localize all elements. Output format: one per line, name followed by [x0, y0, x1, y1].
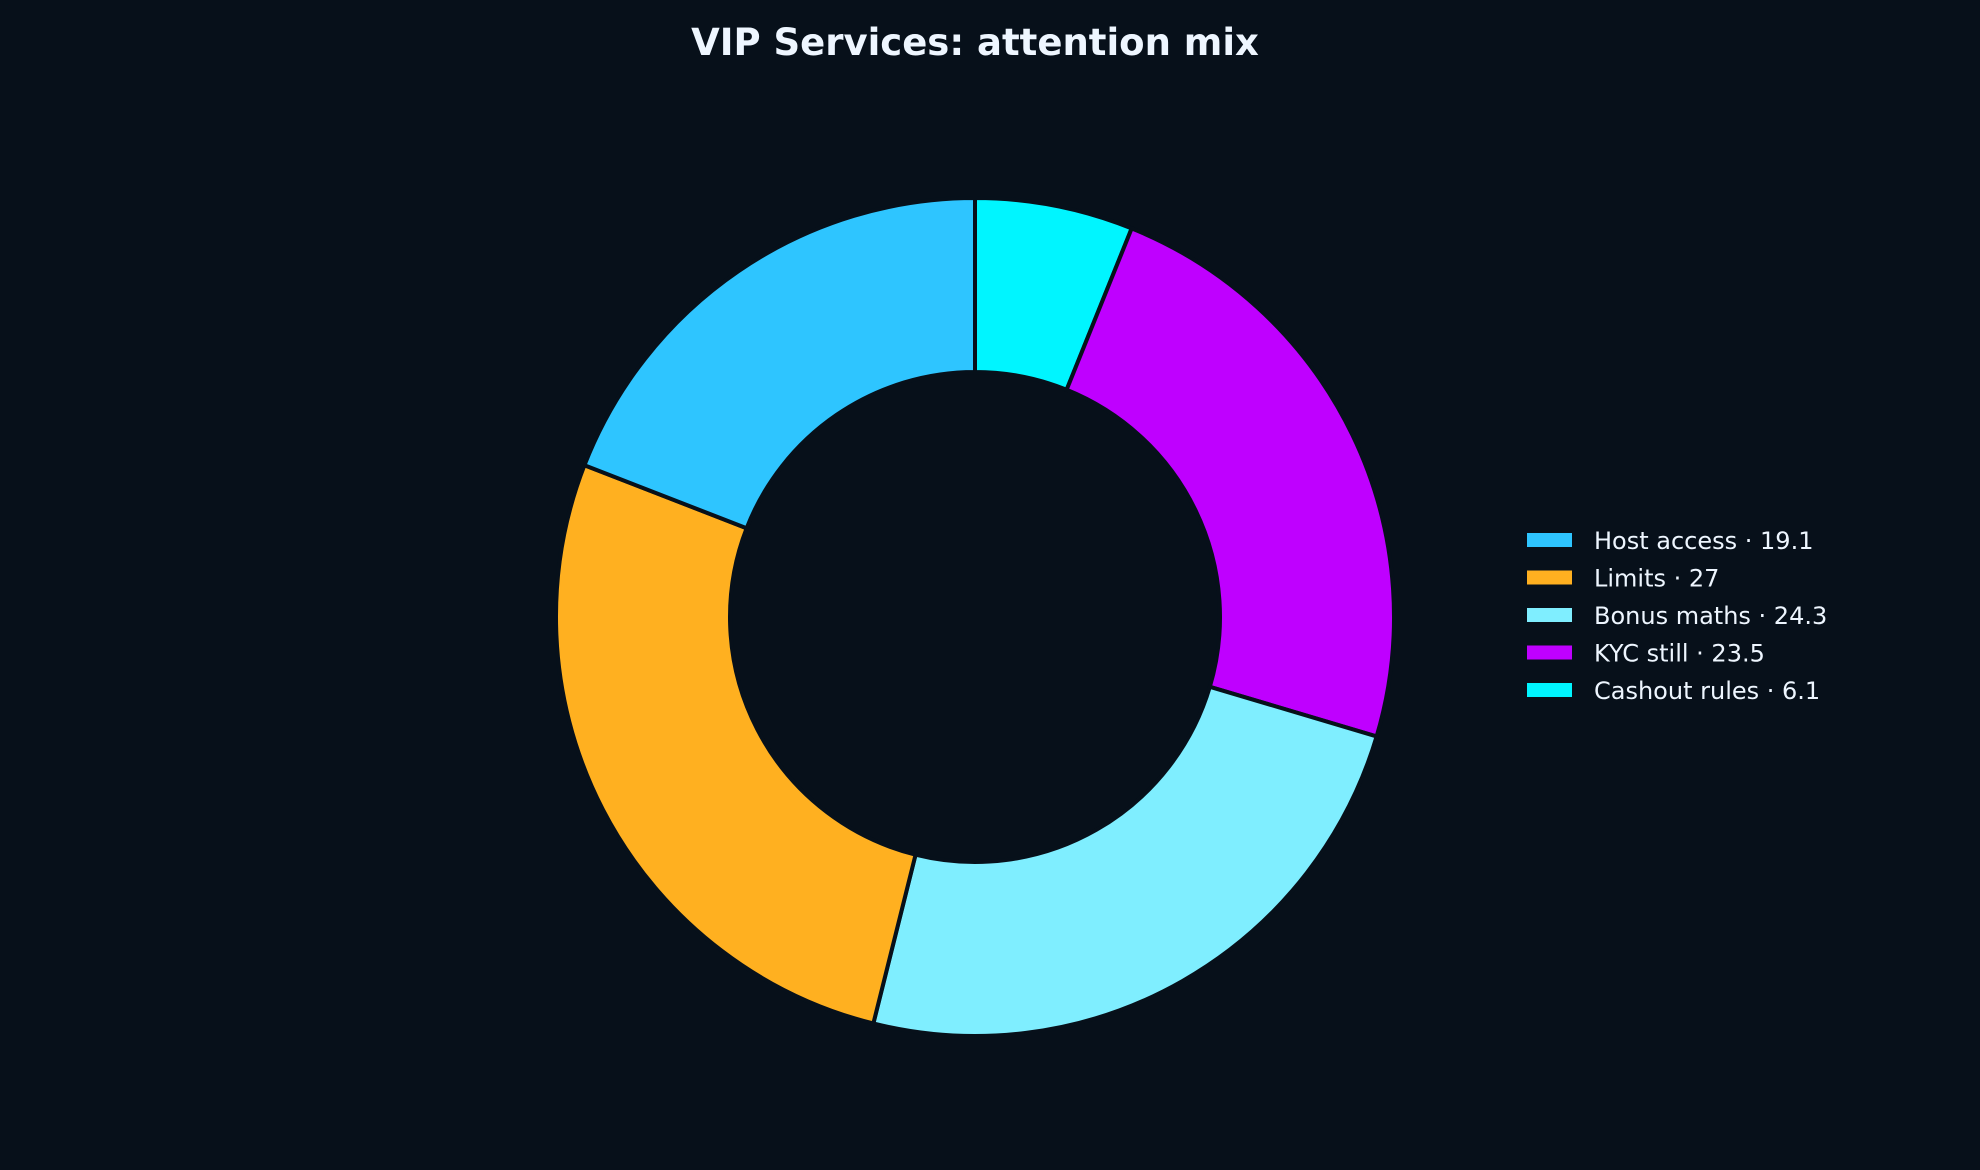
legend-item-bonus-maths: Bonus maths · 24.3 [1527, 602, 1827, 630]
legend-label-bonus-maths: Bonus maths · 24.3 [1594, 602, 1827, 630]
slice-kyc-still [1064, 225, 1396, 739]
chart-title: VIP Services: attention mix [691, 21, 1259, 64]
slice-limits [554, 462, 918, 1026]
donut-slices [554, 195, 1396, 1038]
legend-label-limits: Limits · 27 [1594, 565, 1719, 593]
slice-bonus-maths [870, 684, 1380, 1038]
legend-item-limits: Limits · 27 [1527, 565, 1719, 593]
legend-item-kyc-still: KYC still · 23.5 [1527, 640, 1765, 668]
legend-swatch-cashout-rules [1527, 683, 1572, 697]
legend-label-kyc-still: KYC still · 23.5 [1594, 640, 1765, 668]
legend: Host access · 19.1 Limits · 27 Bonus maths… [1527, 527, 1827, 705]
legend-swatch-kyc-still [1527, 645, 1572, 660]
legend-swatch-bonus-maths [1527, 608, 1572, 622]
legend-label-host-access: Host access · 19.1 [1594, 527, 1813, 555]
legend-swatch-limits [1527, 570, 1572, 585]
slice-host-access [581, 195, 977, 531]
legend-item-host-access: Host access · 19.1 [1527, 527, 1813, 555]
legend-label-cashout-rules: Cashout rules · 6.1 [1594, 677, 1820, 705]
legend-swatch-host-access [1527, 533, 1572, 547]
legend-item-cashout-rules: Cashout rules · 6.1 [1527, 677, 1820, 705]
